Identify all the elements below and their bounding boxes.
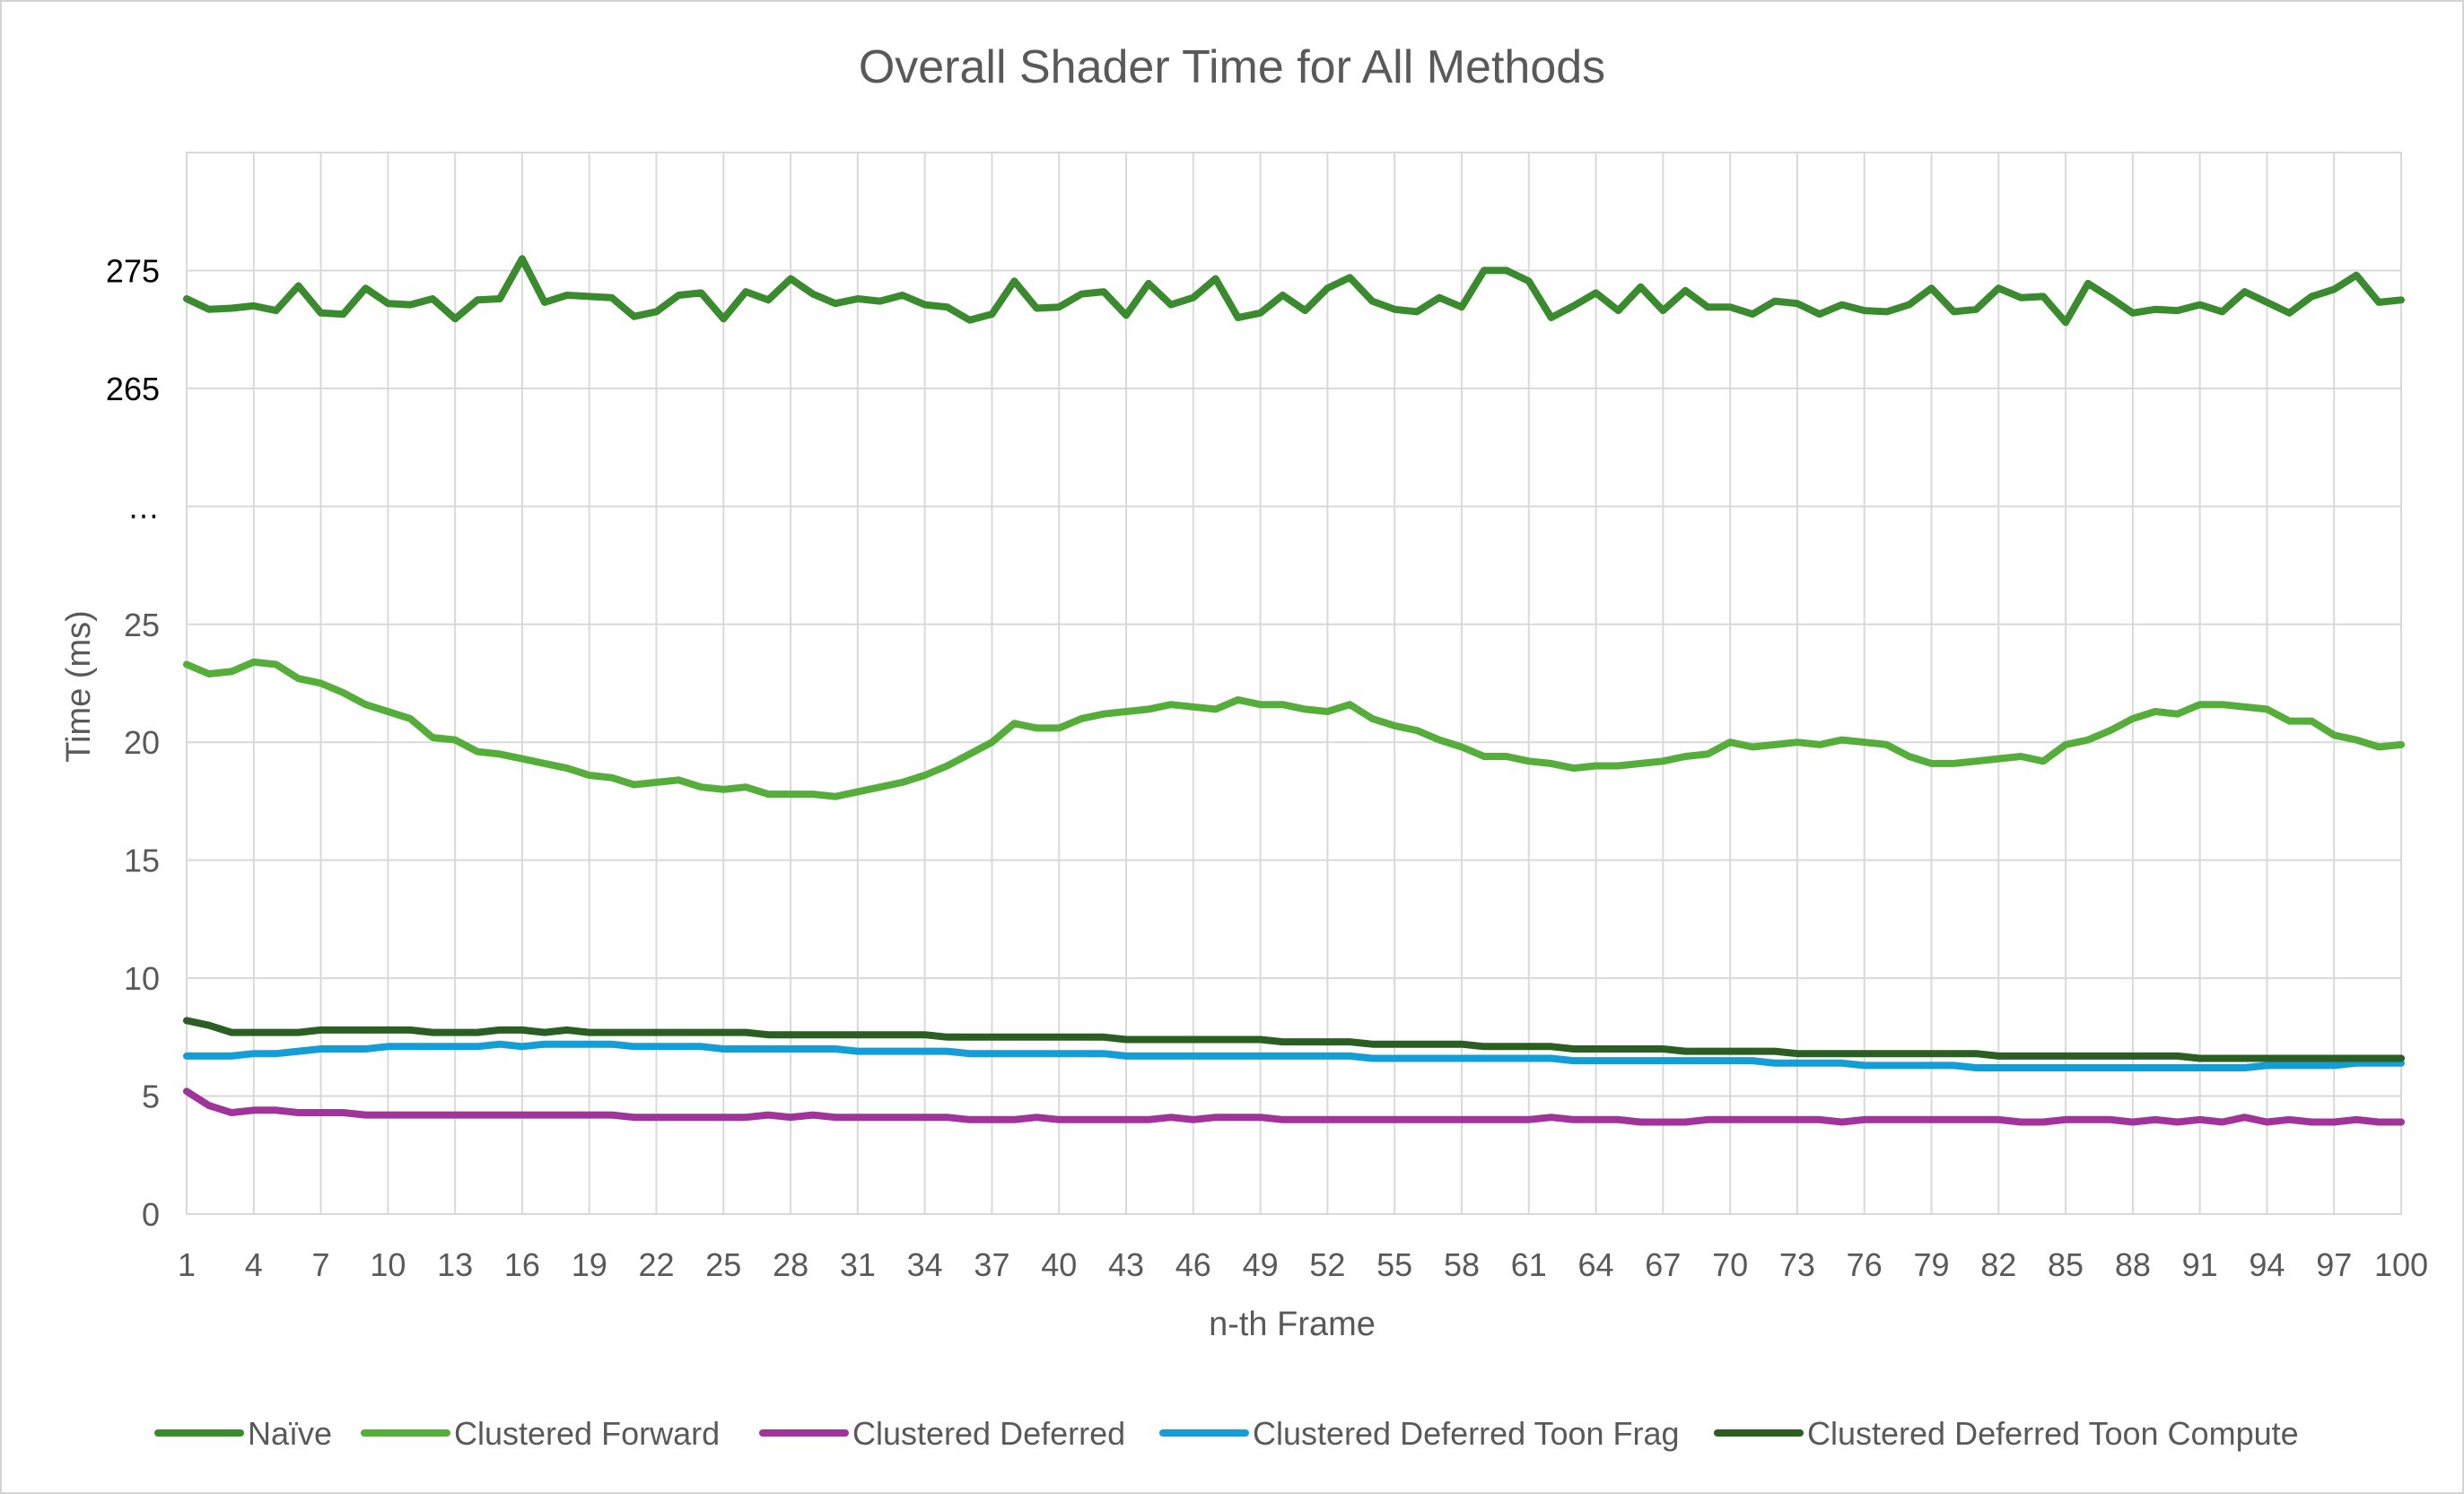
y-tick-label: 265 (106, 371, 160, 407)
x-tick-label: 7 (312, 1246, 330, 1283)
x-tick-label: 52 (1309, 1246, 1345, 1283)
series-line-clustered-deferred-toon-frag (183, 1040, 2405, 1071)
x-tick-label: 25 (705, 1246, 741, 1283)
x-tick-label: 82 (1980, 1246, 2016, 1283)
x-axis-ticks: 1 4 7 10 13 16 19 22 25 28 31 34 37 40 43 46 49 52 55 58 61 6… (178, 1246, 2428, 1283)
x-tick-label: 100 (2374, 1246, 2428, 1283)
legend-label-clustered-deferred-toon-frag: Clustered Deferred Toon Frag (1253, 1415, 1680, 1452)
x-tick-label: 97 (2316, 1246, 2352, 1283)
y-tick-label: 5 (142, 1079, 160, 1115)
x-tick-label: 94 (2249, 1246, 2285, 1283)
legend-label-clustered-deferred-toon-compute: Clustered Deferred Toon Compute (1807, 1415, 2299, 1452)
plot-border (186, 152, 2402, 1215)
series-line-clustered-forward (183, 658, 2405, 800)
chart-title: Overall Shader Time for All Methods (859, 41, 1605, 93)
x-tick-label: 37 (974, 1246, 1009, 1283)
x-tick-label: 64 (1578, 1246, 1614, 1283)
x-tick-label: 31 (840, 1246, 876, 1283)
x-tick-label: 85 (2048, 1246, 2084, 1283)
series-line-clustered-deferred (183, 1088, 2405, 1126)
x-tick-label: 55 (1376, 1246, 1412, 1283)
x-tick-label: 10 (370, 1246, 406, 1283)
y-tick-label: 275 (106, 252, 160, 289)
y-tick-label: … (127, 488, 160, 525)
x-tick-label: 40 (1041, 1246, 1077, 1283)
y-tick-label: 20 (124, 724, 160, 761)
x-tick-label: 67 (1645, 1246, 1681, 1283)
series-line-clustered-deferred-toon-compute (183, 1017, 2405, 1062)
x-tick-label: 73 (1779, 1246, 1815, 1283)
x-tick-label: 91 (2182, 1246, 2218, 1283)
y-tick-label: 25 (124, 607, 160, 643)
legend-label-na-ve: Naïve (248, 1415, 332, 1452)
x-tick-label: 1 (178, 1246, 196, 1283)
x-axis-title: n-th Frame (1209, 1306, 1376, 1343)
x-tick-label: 28 (773, 1246, 808, 1283)
legend: Naïve Clustered Forward Clustered Deferred… (154, 1415, 2299, 1452)
x-tick-label: 46 (1175, 1246, 1211, 1283)
x-tick-label: 16 (504, 1246, 540, 1283)
x-tick-label: 22 (638, 1246, 674, 1283)
x-tick-label: 76 (1847, 1246, 1883, 1283)
x-tick-label: 49 (1243, 1246, 1279, 1283)
x-tick-label: 58 (1444, 1246, 1480, 1283)
series-line-na-ve (183, 255, 2405, 327)
y-tick-label: 10 (124, 960, 160, 997)
legend-label-clustered-deferred: Clustered Deferred (852, 1415, 1125, 1452)
y-tick-label: 15 (124, 843, 160, 879)
x-tick-label: 43 (1108, 1246, 1144, 1283)
x-tick-label: 13 (437, 1246, 473, 1283)
x-tick-label: 19 (572, 1246, 607, 1283)
x-tick-label: 34 (907, 1246, 943, 1283)
x-tick-label: 4 (245, 1246, 263, 1283)
x-tick-label: 61 (1511, 1246, 1547, 1283)
y-axis-ticks: 0 5 10 15 20 25 … 265 275 (106, 252, 160, 1233)
series-lines (183, 255, 2405, 1126)
x-tick-label: 70 (1712, 1246, 1748, 1283)
x-tick-label: 79 (1913, 1246, 1949, 1283)
plot-area (186, 152, 2402, 1215)
x-tick-label: 88 (2115, 1246, 2151, 1283)
legend-label-clustered-forward: Clustered Forward (454, 1415, 720, 1452)
y-axis-title: Time (ms) (60, 610, 98, 763)
y-tick-label: 0 (142, 1196, 160, 1233)
